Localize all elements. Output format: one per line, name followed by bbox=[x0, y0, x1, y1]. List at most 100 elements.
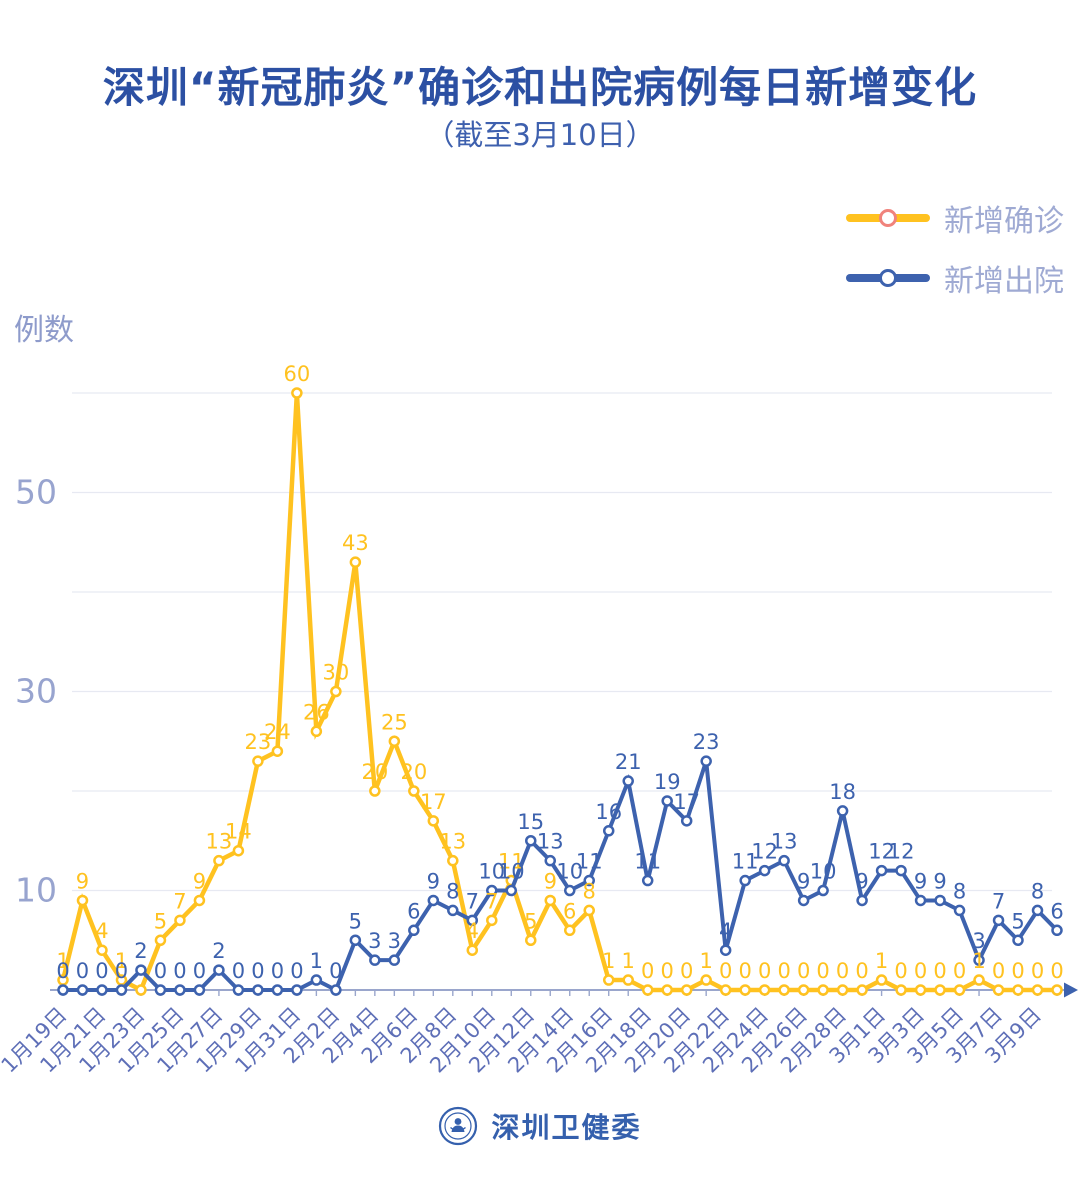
point-label-confirmed: 43 bbox=[342, 531, 369, 555]
point-label-discharged: 11 bbox=[732, 850, 759, 874]
daily-new-cases-line-chart: 1030501月19日1月21日1月23日1月25日1月27日1月29日1月31… bbox=[0, 362, 1078, 1078]
point-label-confirmed: 0 bbox=[816, 959, 829, 983]
data-point-discharged bbox=[758, 864, 771, 877]
point-label-confirmed: 6 bbox=[563, 899, 576, 923]
point-label-discharged: 9 bbox=[797, 869, 810, 893]
series-confirmed-labels: 1941579131423246026304320252017134711596… bbox=[56, 362, 1063, 983]
point-label-confirmed: 5 bbox=[524, 909, 537, 933]
point-label-discharged: 0 bbox=[56, 959, 69, 983]
data-point-confirmed bbox=[992, 984, 1005, 996]
point-label-confirmed: 0 bbox=[1011, 959, 1024, 983]
point-label-confirmed: 20 bbox=[361, 760, 388, 784]
data-point-confirmed bbox=[563, 924, 576, 937]
data-point-confirmed bbox=[817, 984, 829, 996]
point-label-confirmed: 1 bbox=[602, 949, 615, 973]
data-point-discharged bbox=[953, 904, 966, 917]
point-label-confirmed: 0 bbox=[661, 959, 674, 983]
point-label-confirmed: 1 bbox=[115, 949, 128, 973]
point-label-confirmed: 0 bbox=[777, 959, 790, 983]
point-label-discharged: 2 bbox=[212, 939, 225, 963]
data-point-confirmed bbox=[739, 984, 751, 996]
legend: 新增确诊 新增出院 bbox=[846, 196, 1064, 300]
point-label-discharged: 3 bbox=[388, 929, 401, 953]
point-label-confirmed: 1 bbox=[56, 949, 69, 973]
y-tick-label: 10 bbox=[15, 871, 57, 910]
point-label-discharged: 10 bbox=[810, 860, 837, 884]
point-label-confirmed: 0 bbox=[641, 959, 654, 983]
data-point-confirmed bbox=[1012, 984, 1024, 996]
data-point-discharged bbox=[895, 864, 907, 877]
chart-title: 深圳“新冠肺炎”确诊和出院病例每日新增变化 bbox=[102, 63, 978, 112]
point-label-discharged: 4 bbox=[719, 919, 732, 943]
data-point-confirmed bbox=[875, 974, 888, 986]
point-label-confirmed: 0 bbox=[719, 959, 732, 983]
point-label-confirmed: 1 bbox=[699, 949, 712, 973]
data-point-discharged bbox=[797, 894, 810, 907]
point-label-confirmed: 1 bbox=[875, 949, 888, 973]
data-point-discharged bbox=[505, 884, 518, 897]
data-point-confirmed bbox=[895, 984, 907, 996]
point-label-discharged: 10 bbox=[498, 860, 525, 884]
point-label-discharged: 7 bbox=[992, 889, 1005, 913]
point-label-discharged: 10 bbox=[556, 860, 583, 884]
point-label-confirmed: 8 bbox=[583, 879, 596, 903]
data-point-confirmed bbox=[447, 854, 459, 867]
y-tick-labels: 10 30 50 bbox=[15, 473, 57, 910]
data-point-discharged bbox=[563, 884, 576, 897]
point-label-confirmed: 0 bbox=[738, 959, 751, 983]
point-label-confirmed: 0 bbox=[680, 959, 693, 983]
data-point-discharged bbox=[310, 974, 323, 986]
data-point-confirmed bbox=[232, 844, 245, 857]
point-label-confirmed: 7 bbox=[173, 889, 186, 913]
data-point-discharged bbox=[408, 924, 420, 937]
data-point-discharged bbox=[369, 954, 381, 966]
point-label-discharged: 8 bbox=[953, 879, 966, 903]
point-label-confirmed: 0 bbox=[894, 959, 907, 983]
point-label-confirmed: 5 bbox=[154, 909, 167, 933]
data-point-confirmed bbox=[719, 984, 732, 996]
data-point-discharged bbox=[76, 984, 89, 996]
data-point-confirmed bbox=[973, 974, 985, 986]
data-point-discharged bbox=[135, 964, 147, 976]
data-point-confirmed bbox=[466, 944, 479, 956]
x-axis-arrow-icon bbox=[1064, 982, 1078, 998]
legend-label-discharged: 新增出院 bbox=[944, 264, 1064, 299]
point-label-discharged: 0 bbox=[154, 959, 167, 983]
chart-subtitle: （截至3月10日） bbox=[425, 118, 655, 152]
point-label-discharged: 6 bbox=[407, 899, 420, 923]
data-point-confirmed bbox=[661, 984, 673, 996]
data-point-confirmed bbox=[96, 944, 108, 956]
point-label-confirmed: 9 bbox=[193, 869, 206, 893]
y-axis-title: 例数 bbox=[14, 313, 74, 348]
data-point-confirmed bbox=[602, 974, 615, 986]
data-point-confirmed bbox=[914, 984, 927, 996]
data-point-confirmed bbox=[700, 974, 712, 986]
point-label-discharged: 9 bbox=[427, 869, 440, 893]
data-point-discharged bbox=[992, 914, 1005, 927]
data-point-confirmed bbox=[135, 984, 147, 996]
data-point-discharged bbox=[96, 984, 108, 996]
point-label-discharged: 10 bbox=[478, 860, 505, 884]
data-point-confirmed bbox=[154, 934, 167, 946]
data-point-discharged bbox=[583, 874, 595, 887]
point-label-discharged: 23 bbox=[693, 730, 720, 754]
data-point-confirmed bbox=[934, 984, 946, 996]
point-label-discharged: 0 bbox=[95, 959, 108, 983]
y-tick-label: 50 bbox=[15, 473, 57, 512]
point-label-discharged: 15 bbox=[517, 810, 544, 834]
data-point-confirmed bbox=[174, 914, 186, 927]
point-label-discharged: 9 bbox=[855, 869, 868, 893]
point-label-discharged: 0 bbox=[290, 959, 303, 983]
point-label-discharged: 11 bbox=[576, 850, 603, 874]
data-point-discharged bbox=[973, 954, 985, 966]
data-point-discharged bbox=[719, 944, 732, 956]
series-discharged-points bbox=[57, 755, 1063, 996]
point-label-confirmed: 60 bbox=[284, 362, 311, 386]
point-label-confirmed: 13 bbox=[206, 830, 233, 854]
data-point-discharged bbox=[349, 934, 362, 946]
data-point-confirmed bbox=[486, 914, 498, 927]
data-point-discharged bbox=[232, 984, 245, 996]
footer: 深圳卫健委 bbox=[0, 1106, 1080, 1146]
point-label-discharged: 0 bbox=[76, 959, 89, 983]
discharged-marker-icon bbox=[879, 269, 897, 287]
